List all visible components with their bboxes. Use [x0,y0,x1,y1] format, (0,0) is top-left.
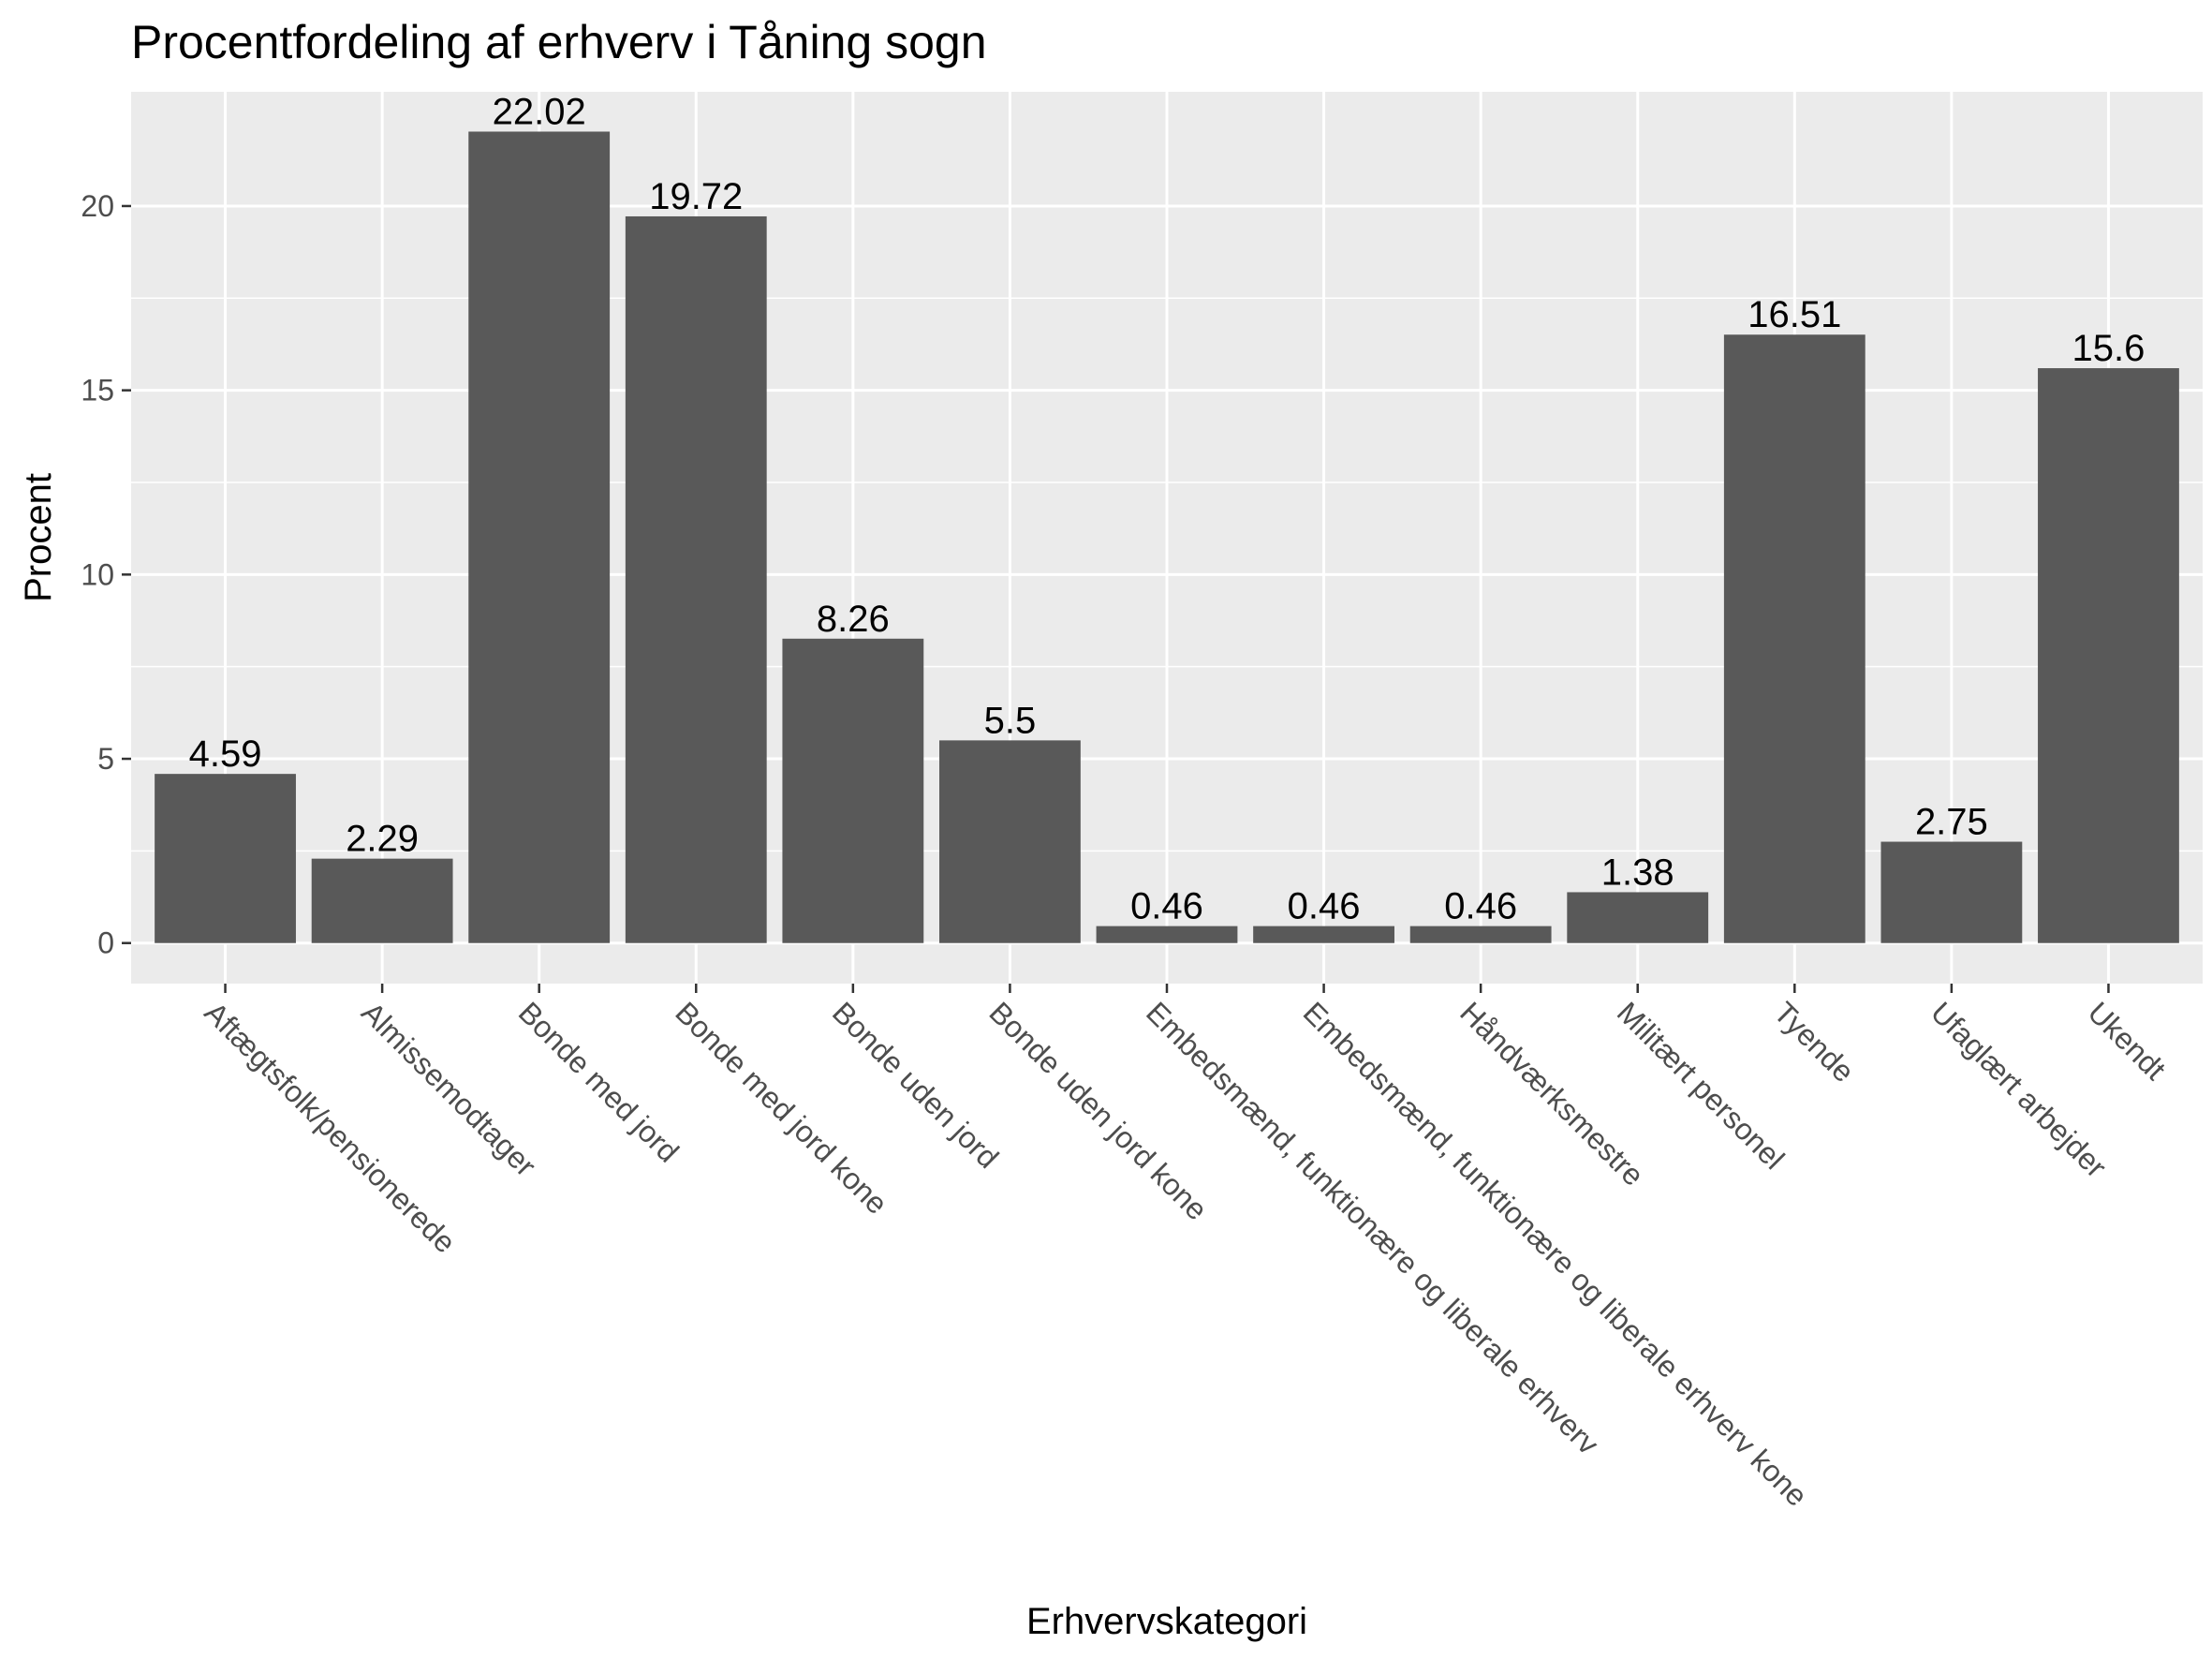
y-axis-title: Procent [18,473,59,602]
data-label: 0.46 [1444,886,1517,927]
data-label: 8.26 [817,599,890,640]
bar [1253,926,1394,943]
x-tick-label: Ufaglært arbejder [1924,995,2114,1184]
data-label: 4.59 [189,733,262,775]
data-label: 0.46 [1130,886,1203,927]
x-tick-label: Almissemodtager [355,995,542,1182]
data-label: 16.51 [1747,294,1841,335]
data-label: 1.38 [1601,852,1674,893]
x-tick-label: Aftægtsfolk/pensionerede [199,995,463,1259]
bar [2038,368,2179,943]
data-label: 2.75 [1915,802,1988,843]
bar [1723,334,1865,943]
bar [1567,892,1709,943]
data-label: 15.6 [2072,328,2146,369]
data-label: 0.46 [1288,886,1361,927]
y-axis: 0 5 10 15 20 [81,189,131,960]
x-tick-label: Tyende [1767,995,1861,1089]
bar [155,774,296,943]
bar [625,215,767,943]
bar [468,131,611,943]
bar [1096,926,1238,943]
y-tick-label: 10 [81,557,114,591]
y-tick-label: 0 [97,926,114,960]
bar [311,858,453,943]
x-tick-label: Ukendt [2082,995,2173,1086]
bar [1880,841,2023,943]
bar [939,740,1081,943]
data-label: 22.02 [493,91,586,132]
data-label: 2.29 [346,819,419,860]
bar [1409,926,1552,943]
x-tick-label: Bonde med jord [512,995,686,1168]
y-tick-label: 15 [81,374,114,407]
x-tick-label: Militært personel [1611,995,1792,1176]
bars [155,131,2179,943]
x-tick-label: Bonde uden jord [826,995,1006,1175]
x-axis-title: Erhvervskategori [1026,1601,1307,1642]
bar [782,638,924,943]
data-labels: 4.59 2.29 22.02 19.72 8.26 5.5 0.46 0.46 0.46 1.3… [189,91,2146,926]
y-tick-label: 20 [81,189,114,223]
chart-title: Procentfordeling af erhverv i Tåning sog… [131,16,987,68]
y-tick-label: 5 [97,742,114,776]
x-axis: Aftægtsfolk/pensioneredeAlmissemodtagerB… [199,984,2173,1513]
data-label: 5.5 [984,700,1037,741]
data-label: 19.72 [649,176,743,217]
